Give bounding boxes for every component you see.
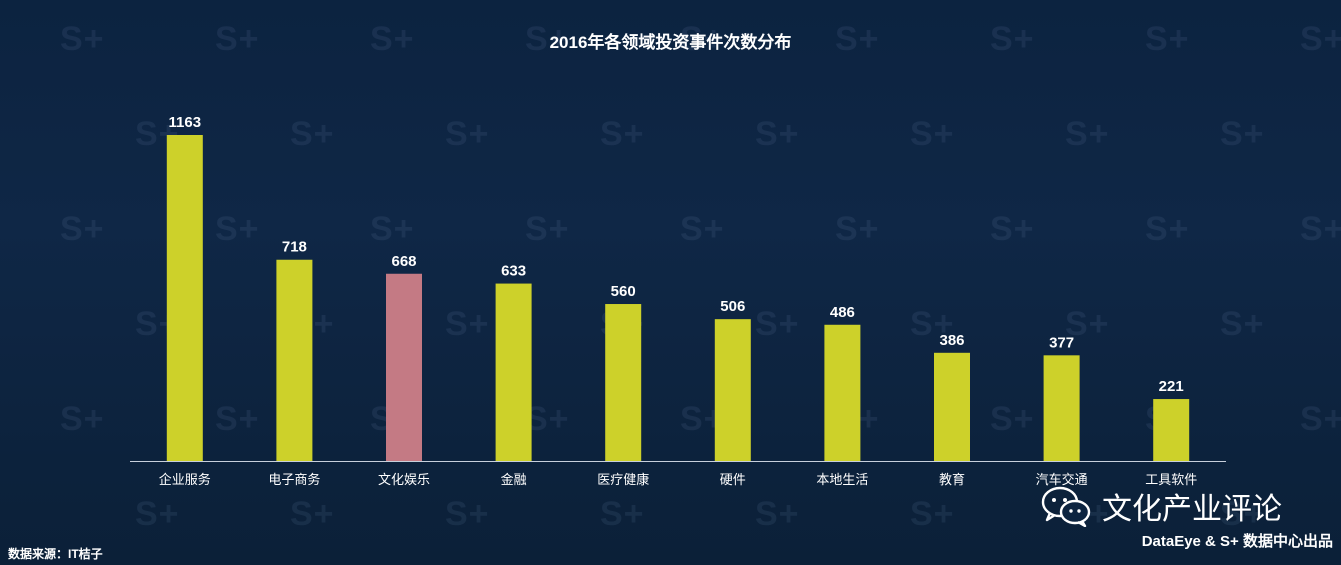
bar [714,319,751,461]
watermark-mark: S+ [1145,20,1190,58]
data-label: 486 [830,304,855,321]
brand-name: 文化产业评论 [1102,493,1282,526]
x-tick-label: 电子商务 [268,472,320,488]
watermark-mark: S+ [1220,495,1265,533]
watermark-mark: S+ [1300,210,1341,248]
data-label: 668 [391,253,416,270]
x-tick-label: 医疗健康 [597,472,649,488]
x-tick-label: 工具软件 [1145,473,1197,488]
bar [934,352,970,461]
watermark-mark: S+ [835,20,880,58]
watermark-mark: S+ [910,305,955,343]
watermark-mark: S+ [910,115,955,153]
x-tick-label: 文化娱乐 [378,473,430,488]
watermark-mark: S+ [370,20,415,58]
bar [824,324,861,461]
bar [386,273,422,461]
data-label: 1163 [169,114,202,131]
x-tick-label: 企业服务 [159,472,211,488]
watermark-mark: S+ [600,115,645,153]
credit-line: DataEye & S+ 数据中心出品 [1141,533,1333,550]
watermark-mark: S+ [755,115,800,153]
watermark-mark: S+ [1220,305,1265,343]
watermark-mark: S+ [680,210,725,248]
x-tick-label: 汽车交通 [1036,472,1088,488]
watermark-mark: S+ [445,305,490,343]
watermark-mark: S+ [1220,115,1265,153]
x-tick-label: 金融 [501,472,527,488]
watermark-mark: S+ [290,115,335,153]
watermark-mark: S+ [215,20,260,58]
watermark-mark: S+ [60,210,105,248]
watermark-mark: S+ [680,20,725,58]
data-label: 377 [1049,334,1074,351]
watermark-mark: S+ [990,400,1035,438]
watermark-mark: S+ [1300,400,1341,438]
data-label: 718 [282,239,307,256]
data-label: 386 [939,332,964,349]
watermark-mark: S+ [525,210,570,248]
watermark-mark: S+ [215,400,260,438]
bar [605,304,642,461]
watermark-mark: S+ [445,115,490,153]
watermark-mark: S+ [1065,115,1110,153]
watermark-mark: S+ [990,20,1035,58]
wechat-icon [1041,486,1091,527]
watermark-mark: S+ [445,495,490,533]
watermark-mark: S+ [1300,20,1341,58]
watermark-mark: S+ [600,495,645,533]
data-label: 506 [720,298,745,315]
watermark-mark: S+ [835,210,880,248]
data-label: 633 [501,263,526,280]
watermark-mark: S+ [755,305,800,343]
data-label: 221 [1159,378,1184,395]
watermark-mark: S+ [1145,210,1190,248]
watermark-mark: S+ [60,400,105,438]
x-tick-label: 教育 [939,472,965,488]
chart-title: 2016年各领域投资事件次数分布 [549,33,792,52]
bar [1153,399,1190,461]
data-source-note: 数据来源：IT桔子 [8,547,103,561]
watermark-mark: S+ [525,400,570,438]
watermark-mark: S+ [370,210,415,248]
watermark-mark: S+ [525,20,570,58]
x-tick-label: 硬件 [720,473,746,488]
watermark-mark: S+ [215,210,260,248]
watermark-mark: S+ [910,495,955,533]
bar [276,259,313,461]
watermark-mark: S+ [755,495,800,533]
bar [495,283,532,461]
bar [166,135,203,461]
watermark-mark: S+ [990,210,1035,248]
data-label: 560 [611,283,636,300]
bar [1043,355,1080,461]
x-tick-label: 本地生活 [816,473,868,488]
watermark-mark: S+ [1065,305,1110,343]
watermark-mark: S+ [135,495,180,533]
watermark-mark: S+ [290,495,335,533]
brand-block: 文化产业评论 [1040,484,1282,528]
watermark-mark: S+ [60,20,105,58]
